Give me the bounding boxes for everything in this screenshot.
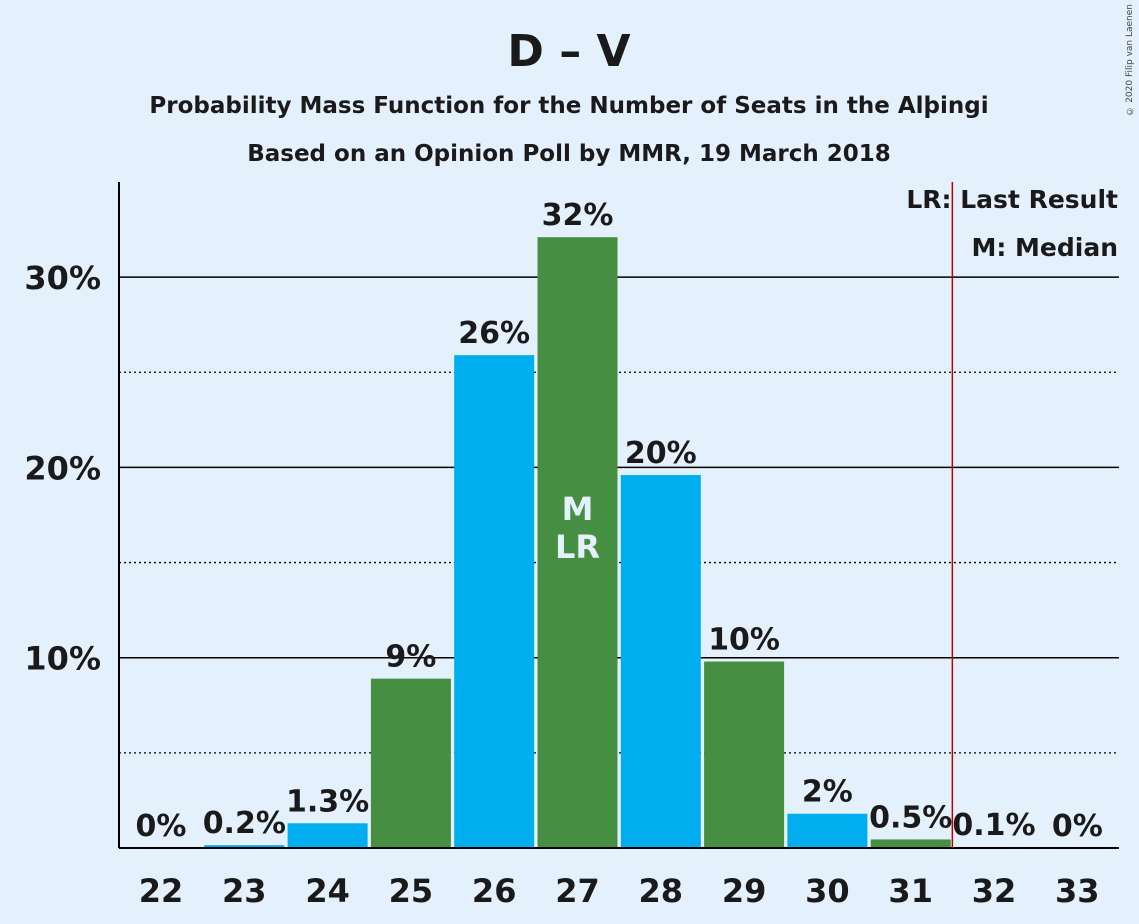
x-tick-labels: 22 23 24 25 26 27 28 29 30 31 32 33 <box>139 872 1100 910</box>
chart-subtitle-2: Based on an Opinion Poll by MMR, 19 Marc… <box>247 141 891 167</box>
x-tick-label: 23 <box>222 872 267 910</box>
y-tick-label: 10% <box>24 640 101 678</box>
value-label: 32% <box>542 198 614 233</box>
y-tick-label: 20% <box>24 449 101 487</box>
copyright: © 2020 Filip van Laenen <box>1125 4 1135 116</box>
x-tick-label: 33 <box>1055 872 1100 910</box>
value-label: 10% <box>708 623 780 658</box>
value-label: 9% <box>385 640 436 675</box>
bar <box>620 475 701 848</box>
y-tick-label: 30% <box>24 259 101 297</box>
value-label: 0% <box>1052 809 1103 844</box>
x-tick-label: 31 <box>888 872 933 910</box>
value-label: 26% <box>458 316 530 351</box>
bars <box>204 237 1034 848</box>
x-tick-label: 22 <box>139 872 184 910</box>
value-label: 2% <box>802 775 853 810</box>
legend-last-result: LR: Last Result <box>906 185 1118 214</box>
x-tick-label: 26 <box>472 872 517 910</box>
value-label: 0.5% <box>869 800 952 835</box>
x-tick-label: 30 <box>805 872 850 910</box>
x-tick-label: 32 <box>972 872 1017 910</box>
value-labels: 0% 0.2%1.3% 9% 26% 32% 20% 10% 2% 0.5% 0.1% 0% MLR <box>136 198 1103 844</box>
x-tick-label: 24 <box>305 872 350 910</box>
bar <box>870 839 951 848</box>
value-label: 0% <box>136 809 187 844</box>
y-tick-labels: 10% 20% 30% <box>24 259 101 678</box>
bar <box>370 678 451 848</box>
chart-title: D – V <box>507 26 630 77</box>
chart-subtitle-1: Probability Mass Function for the Number… <box>149 93 988 119</box>
value-label: 0.1% <box>952 808 1035 843</box>
gridlines <box>119 276 1119 754</box>
value-label: 1.3% <box>286 784 369 819</box>
x-tick-label: 28 <box>639 872 684 910</box>
bar <box>287 823 368 848</box>
bar <box>787 813 868 848</box>
median-marker: M <box>562 490 594 528</box>
x-tick-label: 29 <box>722 872 767 910</box>
bar <box>204 845 285 848</box>
bar <box>704 661 785 848</box>
last-result-marker: LR <box>555 528 600 566</box>
legend-median: M: Median <box>971 233 1118 262</box>
x-tick-label: 27 <box>555 872 600 910</box>
bar <box>537 237 618 848</box>
bar <box>454 355 535 848</box>
value-label: 20% <box>625 436 697 471</box>
value-label: 0.2% <box>203 806 286 841</box>
x-tick-label: 25 <box>389 872 434 910</box>
